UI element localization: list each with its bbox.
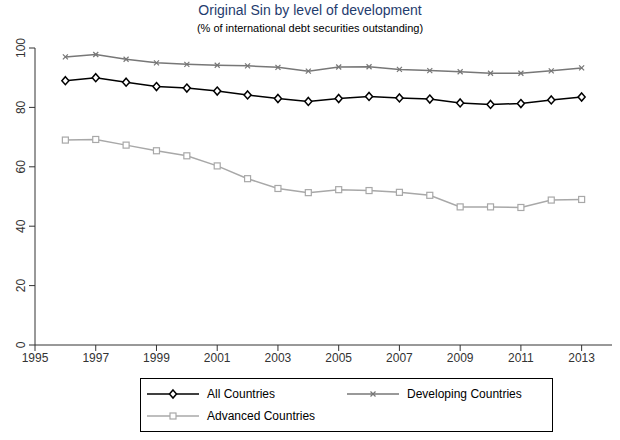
svg-text:0: 0 [14,341,28,348]
svg-text:2003: 2003 [265,351,292,365]
html-text:All Countries: All Countries [207,387,275,401]
svg-text:60: 60 [14,160,28,174]
html-text:Original Sin by level of devel: Original Sin by level of development [198,2,422,18]
svg-text:1997: 1997 [82,351,109,365]
svg-text:20: 20 [14,279,28,293]
svg-text:2001: 2001 [204,351,231,365]
svg-text:2009: 2009 [447,351,474,365]
html-text:Advanced Countries: Advanced Countries [207,409,316,423]
html-text:Developing Countries: Developing Countries [407,387,522,401]
svg-text:1999: 1999 [143,351,170,365]
svg-text:2011: 2011 [508,351,534,365]
svg-text:80: 80 [14,100,28,114]
svg-text:40: 40 [14,219,28,233]
svg-text:2007: 2007 [386,351,413,365]
svg-text:2005: 2005 [325,351,352,365]
svg-text:100: 100 [14,38,28,58]
html-text:(% of international debt secur: (% of international debt securities outs… [196,22,424,34]
svg-text:2013: 2013 [568,351,595,365]
svg-text:1995: 1995 [22,351,49,365]
